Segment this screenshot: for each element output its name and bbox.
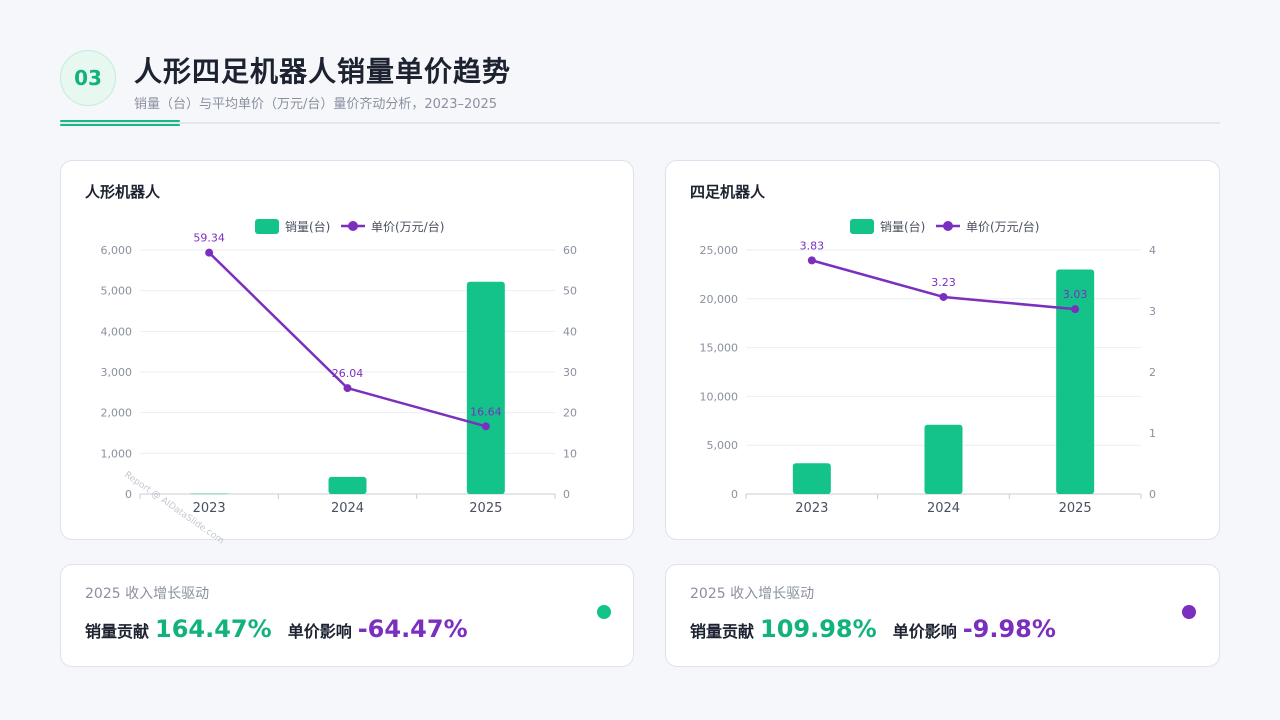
bar-2023 (792, 463, 831, 494)
x-tick-label: 2025 (1059, 501, 1092, 516)
price-impact-value: -9.98% (962, 615, 1056, 643)
x-tick-label: 2025 (469, 501, 502, 516)
volume-contribution-value: 109.98% (760, 615, 877, 643)
metric-card-humanoid: 2025 收入增长驱动 销量贡献 164.47% 单价影响 -64.47% (60, 564, 634, 667)
section-number-badge: 03 (60, 50, 116, 106)
x-tick-label: 2024 (927, 501, 960, 516)
section-number: 03 (74, 66, 102, 90)
y-right-tick-label: 3 (1149, 305, 1156, 318)
price-line (208, 251, 487, 428)
y-right-tick-label: 60 (563, 244, 577, 257)
page-subtitle: 销量（台）与平均单价（万元/台）量价齐动分析，2023–2025 (134, 97, 498, 112)
y-left-tick-label: 4,000 (101, 325, 133, 338)
price-impact-value: -64.47% (357, 615, 468, 643)
y-left-tick-label: 5,000 (101, 285, 133, 298)
price-point (343, 384, 352, 393)
header-divider-accent (60, 120, 180, 126)
price-data-label: 26.04 (332, 367, 364, 380)
price-point (205, 248, 214, 257)
bar-2024 (328, 476, 367, 494)
metric-row: 销量贡献 109.98% 单价影响 -9.98% (690, 615, 1072, 643)
legend-bar-swatch (255, 219, 279, 234)
bar-2023 (190, 493, 229, 495)
y-left-tick-label: 0 (731, 488, 738, 501)
volume-contribution-label: 销量贡献 (690, 622, 755, 641)
legend-bar-swatch (850, 219, 874, 234)
chart-card-quadruped: 四足机器人 0 5,000 10,000 15,000 20,000 25,000 0 1 2 3… (665, 160, 1220, 540)
price-impact-label: 单价影响 (287, 622, 352, 641)
y-left-tick-label: 5,000 (707, 439, 739, 452)
legend-bar-label: 销量(台) (880, 219, 925, 234)
metric-card-quadruped: 2025 收入增长驱动 销量贡献 109.98% 单价影响 -9.98% (665, 564, 1220, 667)
y-left-tick-label: 3,000 (101, 366, 133, 379)
page-title: 人形四足机器人销量单价趋势 (134, 55, 512, 88)
y-left-tick-label: 20,000 (700, 293, 739, 306)
legend-line-label: 单价(万元/台) (371, 219, 444, 234)
price-data-label: 3.83 (800, 239, 825, 252)
price-point (481, 422, 490, 431)
bar-2025 (466, 281, 505, 494)
y-right-tick-label: 2 (1149, 366, 1156, 379)
legend-bar-label: 销量(台) (285, 219, 330, 234)
y-left-tick-label: 1,000 (101, 447, 133, 460)
metric-row: 销量贡献 164.47% 单价影响 -64.47% (85, 615, 484, 643)
y-right-tick-label: 0 (1149, 488, 1156, 501)
bar-2024 (924, 424, 963, 494)
x-tick-label: 2024 (331, 501, 364, 516)
y-left-tick-label: 2,000 (101, 407, 133, 420)
x-tick-label: 2023 (193, 501, 226, 516)
chart-title-quadruped: 四足机器人 (690, 183, 766, 201)
y-right-tick-label: 50 (563, 285, 577, 298)
status-dot (597, 605, 611, 619)
price-point (939, 292, 948, 301)
price-point (1071, 305, 1080, 314)
status-dot (1182, 605, 1196, 619)
volume-contribution-value: 164.47% (155, 615, 272, 643)
y-right-tick-label: 30 (563, 366, 577, 379)
bar-2025 (1056, 269, 1095, 494)
price-data-label: 59.34 (193, 232, 225, 245)
y-left-tick-label: 6,000 (101, 244, 133, 257)
y-right-tick-label: 10 (563, 447, 577, 460)
price-data-label: 3.03 (1063, 288, 1088, 301)
legend-line-marker (348, 221, 358, 231)
legend-line-marker (943, 221, 953, 231)
y-left-tick-label: 25,000 (700, 244, 739, 257)
price-impact-label: 单价影响 (892, 622, 957, 641)
y-right-tick-label: 1 (1149, 427, 1156, 440)
metric-label: 2025 收入增长驱动 (690, 586, 815, 602)
y-left-tick-label: 10,000 (700, 390, 739, 403)
legend-line-label: 单价(万元/台) (966, 219, 1039, 234)
y-right-tick-label: 0 (563, 488, 570, 501)
chart-quadruped: 0 5,000 10,000 15,000 20,000 25,000 0 1 2 3 4 2023 2… (700, 219, 1156, 516)
price-data-label: 3.23 (931, 276, 956, 289)
x-tick-label: 2023 (795, 501, 828, 516)
chart-humanoid: 0 1,000 2,000 3,000 4,000 5,000 6,000 0 10 20 30 40… (101, 219, 577, 516)
metric-label: 2025 收入增长驱动 (85, 586, 210, 602)
price-point (807, 256, 816, 265)
y-left-tick-label: 0 (125, 488, 132, 501)
y-right-tick-label: 4 (1149, 244, 1156, 257)
price-data-label: 16.64 (470, 405, 502, 418)
y-left-tick-label: 15,000 (700, 342, 739, 355)
chart-title-humanoid: 人形机器人 (85, 183, 161, 201)
volume-contribution-label: 销量贡献 (85, 622, 150, 641)
chart-card-humanoid: 人形机器人 0 1,000 2,000 3,000 4,000 5,000 6,000 0 10… (60, 160, 634, 540)
y-right-tick-label: 20 (563, 407, 577, 420)
y-right-tick-label: 40 (563, 325, 577, 338)
header-divider (60, 122, 1220, 124)
